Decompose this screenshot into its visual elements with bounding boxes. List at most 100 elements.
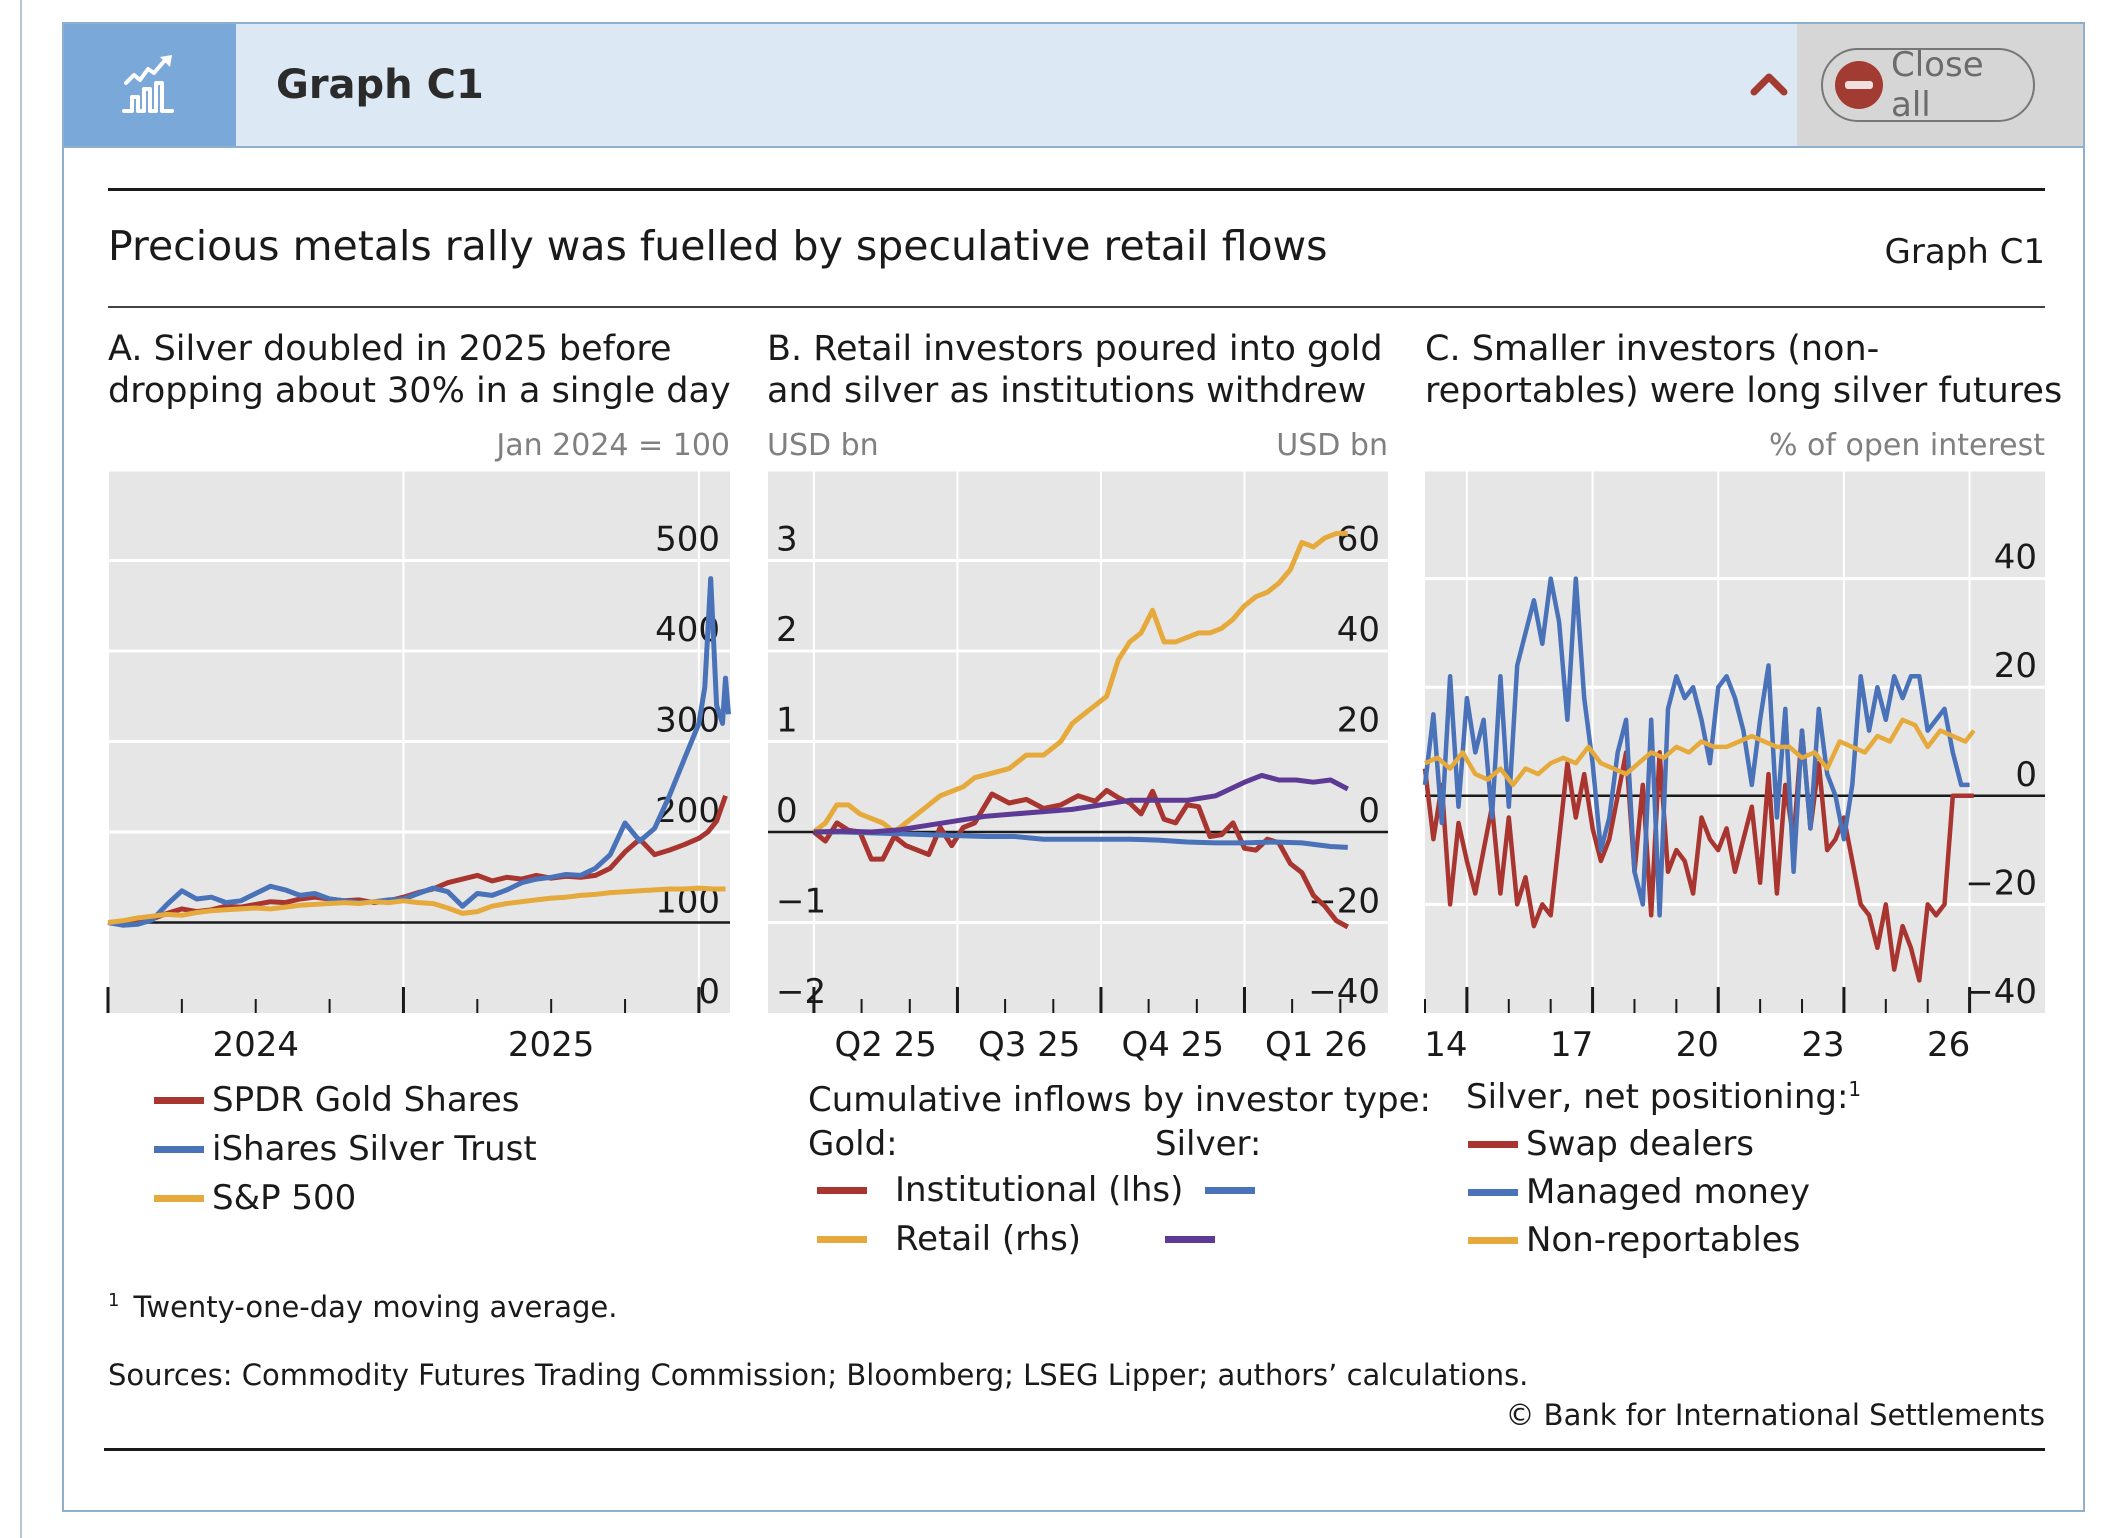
close-all-area: Close all bbox=[1797, 24, 2083, 146]
legend-label: Managed money bbox=[1526, 1172, 1810, 1212]
panel-title: Graph C1 bbox=[276, 62, 484, 108]
legend-item: Institutional (lhs) bbox=[817, 1170, 1256, 1210]
chevron-up-icon[interactable] bbox=[1744, 60, 1794, 110]
panel-c-unit: % of open interest bbox=[1769, 428, 2045, 463]
y-tick-label: −2 bbox=[776, 972, 826, 1012]
x-tick-label: 26 bbox=[1927, 1025, 1971, 1065]
series-line-institutional-lhs- bbox=[813, 829, 1348, 850]
legend-swatch-blue bbox=[1468, 1188, 1518, 1196]
panel-a-title: A. Silver doubled in 2025 before droppin… bbox=[108, 328, 748, 412]
top-rule bbox=[108, 188, 2045, 191]
legend-heading: Silver, net positioning: 1 bbox=[1466, 1077, 1861, 1117]
series-line-non-reportables bbox=[1424, 717, 1976, 788]
footnote-text: Twenty-one-day moving average. bbox=[133, 1290, 618, 1324]
panel-c-title-line1: C. Smaller investors (non- bbox=[1425, 329, 1880, 369]
y-tick-label: −40 bbox=[1965, 972, 2037, 1012]
x-tick-label: 14 bbox=[1424, 1025, 1468, 1065]
x-tick-label: Q2 25 bbox=[834, 1025, 937, 1065]
graph-tag: Graph C1 bbox=[1884, 232, 2045, 272]
y-tick-label: −40 bbox=[1308, 972, 1380, 1012]
legend-label: SPDR Gold Shares bbox=[212, 1080, 520, 1120]
panel-c-title: C. Smaller investors (non- reportables) … bbox=[1425, 328, 2065, 412]
y-tick-label: 0 bbox=[698, 972, 720, 1012]
legend-heading: Cumulative inflows by investor type: bbox=[808, 1080, 1431, 1120]
panel-b-title-line1: B. Retail investors poured into gold bbox=[767, 329, 1383, 369]
minus-circle-icon bbox=[1835, 61, 1883, 109]
footnote-marker: 1 bbox=[1848, 1077, 1862, 1101]
y-tick-label: 3 bbox=[776, 520, 798, 560]
panel-c-title-line2: reportables) were long silver futures bbox=[1425, 371, 2063, 411]
panel-b-title-line2: and silver as institutions withdrew bbox=[767, 371, 1367, 411]
copyright: © Bank for International Settlements bbox=[1505, 1398, 2045, 1432]
series-line-ishares-silver-trust bbox=[107, 576, 731, 928]
sources: Sources: Commodity Futures Trading Commi… bbox=[108, 1358, 1529, 1392]
x-tick-label: Q3 25 bbox=[977, 1025, 1081, 1065]
figure-title: Precious metals rally was fuelled by spe… bbox=[108, 222, 1328, 270]
y-tick-label: 40 bbox=[1994, 538, 2037, 578]
series-line-retail-rhs- bbox=[813, 772, 1349, 835]
legend-swatch-blue bbox=[154, 1145, 204, 1153]
footnote-marker: 1 bbox=[108, 1290, 120, 1312]
y-tick-label: 500 bbox=[655, 520, 720, 560]
panel-a-title-line2: dropping about 30% in a single day bbox=[108, 371, 731, 411]
y-tick-label: 0 bbox=[776, 791, 798, 831]
page-edge bbox=[20, 0, 22, 1538]
panel-b-unit-left: USD bn bbox=[767, 428, 879, 463]
legend-label: Swap dealers bbox=[1526, 1124, 1755, 1164]
bottom-rule bbox=[104, 1448, 2045, 1451]
series-line-swap-dealers bbox=[1422, 728, 1974, 983]
legend-item: Managed money bbox=[1468, 1172, 1810, 1212]
legend-swatch-red bbox=[154, 1096, 204, 1104]
legend-gold-heading: Gold: bbox=[808, 1124, 898, 1164]
x-tick-label: 23 bbox=[1801, 1025, 1845, 1065]
legend-label: Retail (rhs) bbox=[895, 1219, 1082, 1259]
legend-label: Non-reportables bbox=[1526, 1220, 1801, 1260]
panel-c-chart: −40 −20 0 20 40 bbox=[1422, 468, 2045, 1013]
panel-a-title-line1: A. Silver doubled in 2025 before bbox=[108, 329, 672, 369]
legend-label: S&P 500 bbox=[212, 1178, 357, 1218]
legend-label: Institutional (lhs) bbox=[895, 1170, 1184, 1210]
y-tick-label: 300 bbox=[655, 701, 720, 741]
legend-swatch-red bbox=[1468, 1140, 1518, 1148]
legend-item: SPDR Gold Shares bbox=[154, 1080, 520, 1120]
legend-label: iShares Silver Trust bbox=[212, 1129, 537, 1169]
x-tick-label: 20 bbox=[1675, 1025, 1719, 1065]
panel-b-title: B. Retail investors poured into gold and… bbox=[767, 328, 1407, 412]
legend-silver-heading: Silver: bbox=[1155, 1124, 1262, 1164]
legend-swatch-gold bbox=[1468, 1236, 1518, 1244]
x-tick-label: Q4 25 bbox=[1121, 1025, 1224, 1065]
y-tick-label: 20 bbox=[1994, 646, 2037, 686]
series-line-s-p-500 bbox=[107, 885, 726, 925]
legend-item: Swap dealers bbox=[1468, 1124, 1754, 1164]
x-tick-label: Q1 26 bbox=[1265, 1025, 1368, 1065]
legend-item: Retail (rhs) bbox=[817, 1219, 1215, 1259]
legend-swatch-red bbox=[817, 1186, 867, 1194]
y-tick-label: 20 bbox=[1337, 701, 1380, 741]
y-tick-label: −1 bbox=[776, 882, 826, 922]
y-tick-label: 60 bbox=[1337, 520, 1380, 560]
legend-item: S&P 500 bbox=[154, 1178, 356, 1218]
x-tick-label: 2024 bbox=[212, 1025, 299, 1065]
y-tick-label: 1 bbox=[776, 701, 798, 741]
close-all-button[interactable]: Close all bbox=[1821, 45, 2035, 125]
x-tick-label: 2025 bbox=[507, 1025, 595, 1065]
legend-swatch-gold bbox=[817, 1235, 867, 1243]
title-rule bbox=[108, 306, 2045, 308]
panel-header[interactable]: Graph C1 Close all bbox=[64, 24, 2083, 148]
chart-growth-icon bbox=[64, 24, 236, 146]
close-all-label: Close all bbox=[1891, 45, 1984, 125]
panel-a-unit: Jan 2024 = 100 bbox=[496, 428, 730, 463]
legend-item: Non-reportables bbox=[1468, 1220, 1800, 1260]
footnote: 1 Twenty-one-day moving average. bbox=[108, 1290, 617, 1324]
y-tick-label: 0 bbox=[1358, 791, 1380, 831]
y-tick-label: 0 bbox=[2015, 755, 2037, 795]
series-line-managed-money bbox=[1422, 576, 1970, 918]
y-tick-label: 2 bbox=[776, 610, 798, 650]
legend-swatch-blue bbox=[1205, 1186, 1256, 1194]
x-tick-label: 17 bbox=[1549, 1025, 1594, 1065]
panel-b-unit-right: USD bn bbox=[1276, 428, 1388, 463]
legend-swatch-gold bbox=[154, 1194, 204, 1202]
legend-swatch-purple bbox=[1165, 1235, 1215, 1243]
y-tick-label: 40 bbox=[1337, 610, 1380, 650]
